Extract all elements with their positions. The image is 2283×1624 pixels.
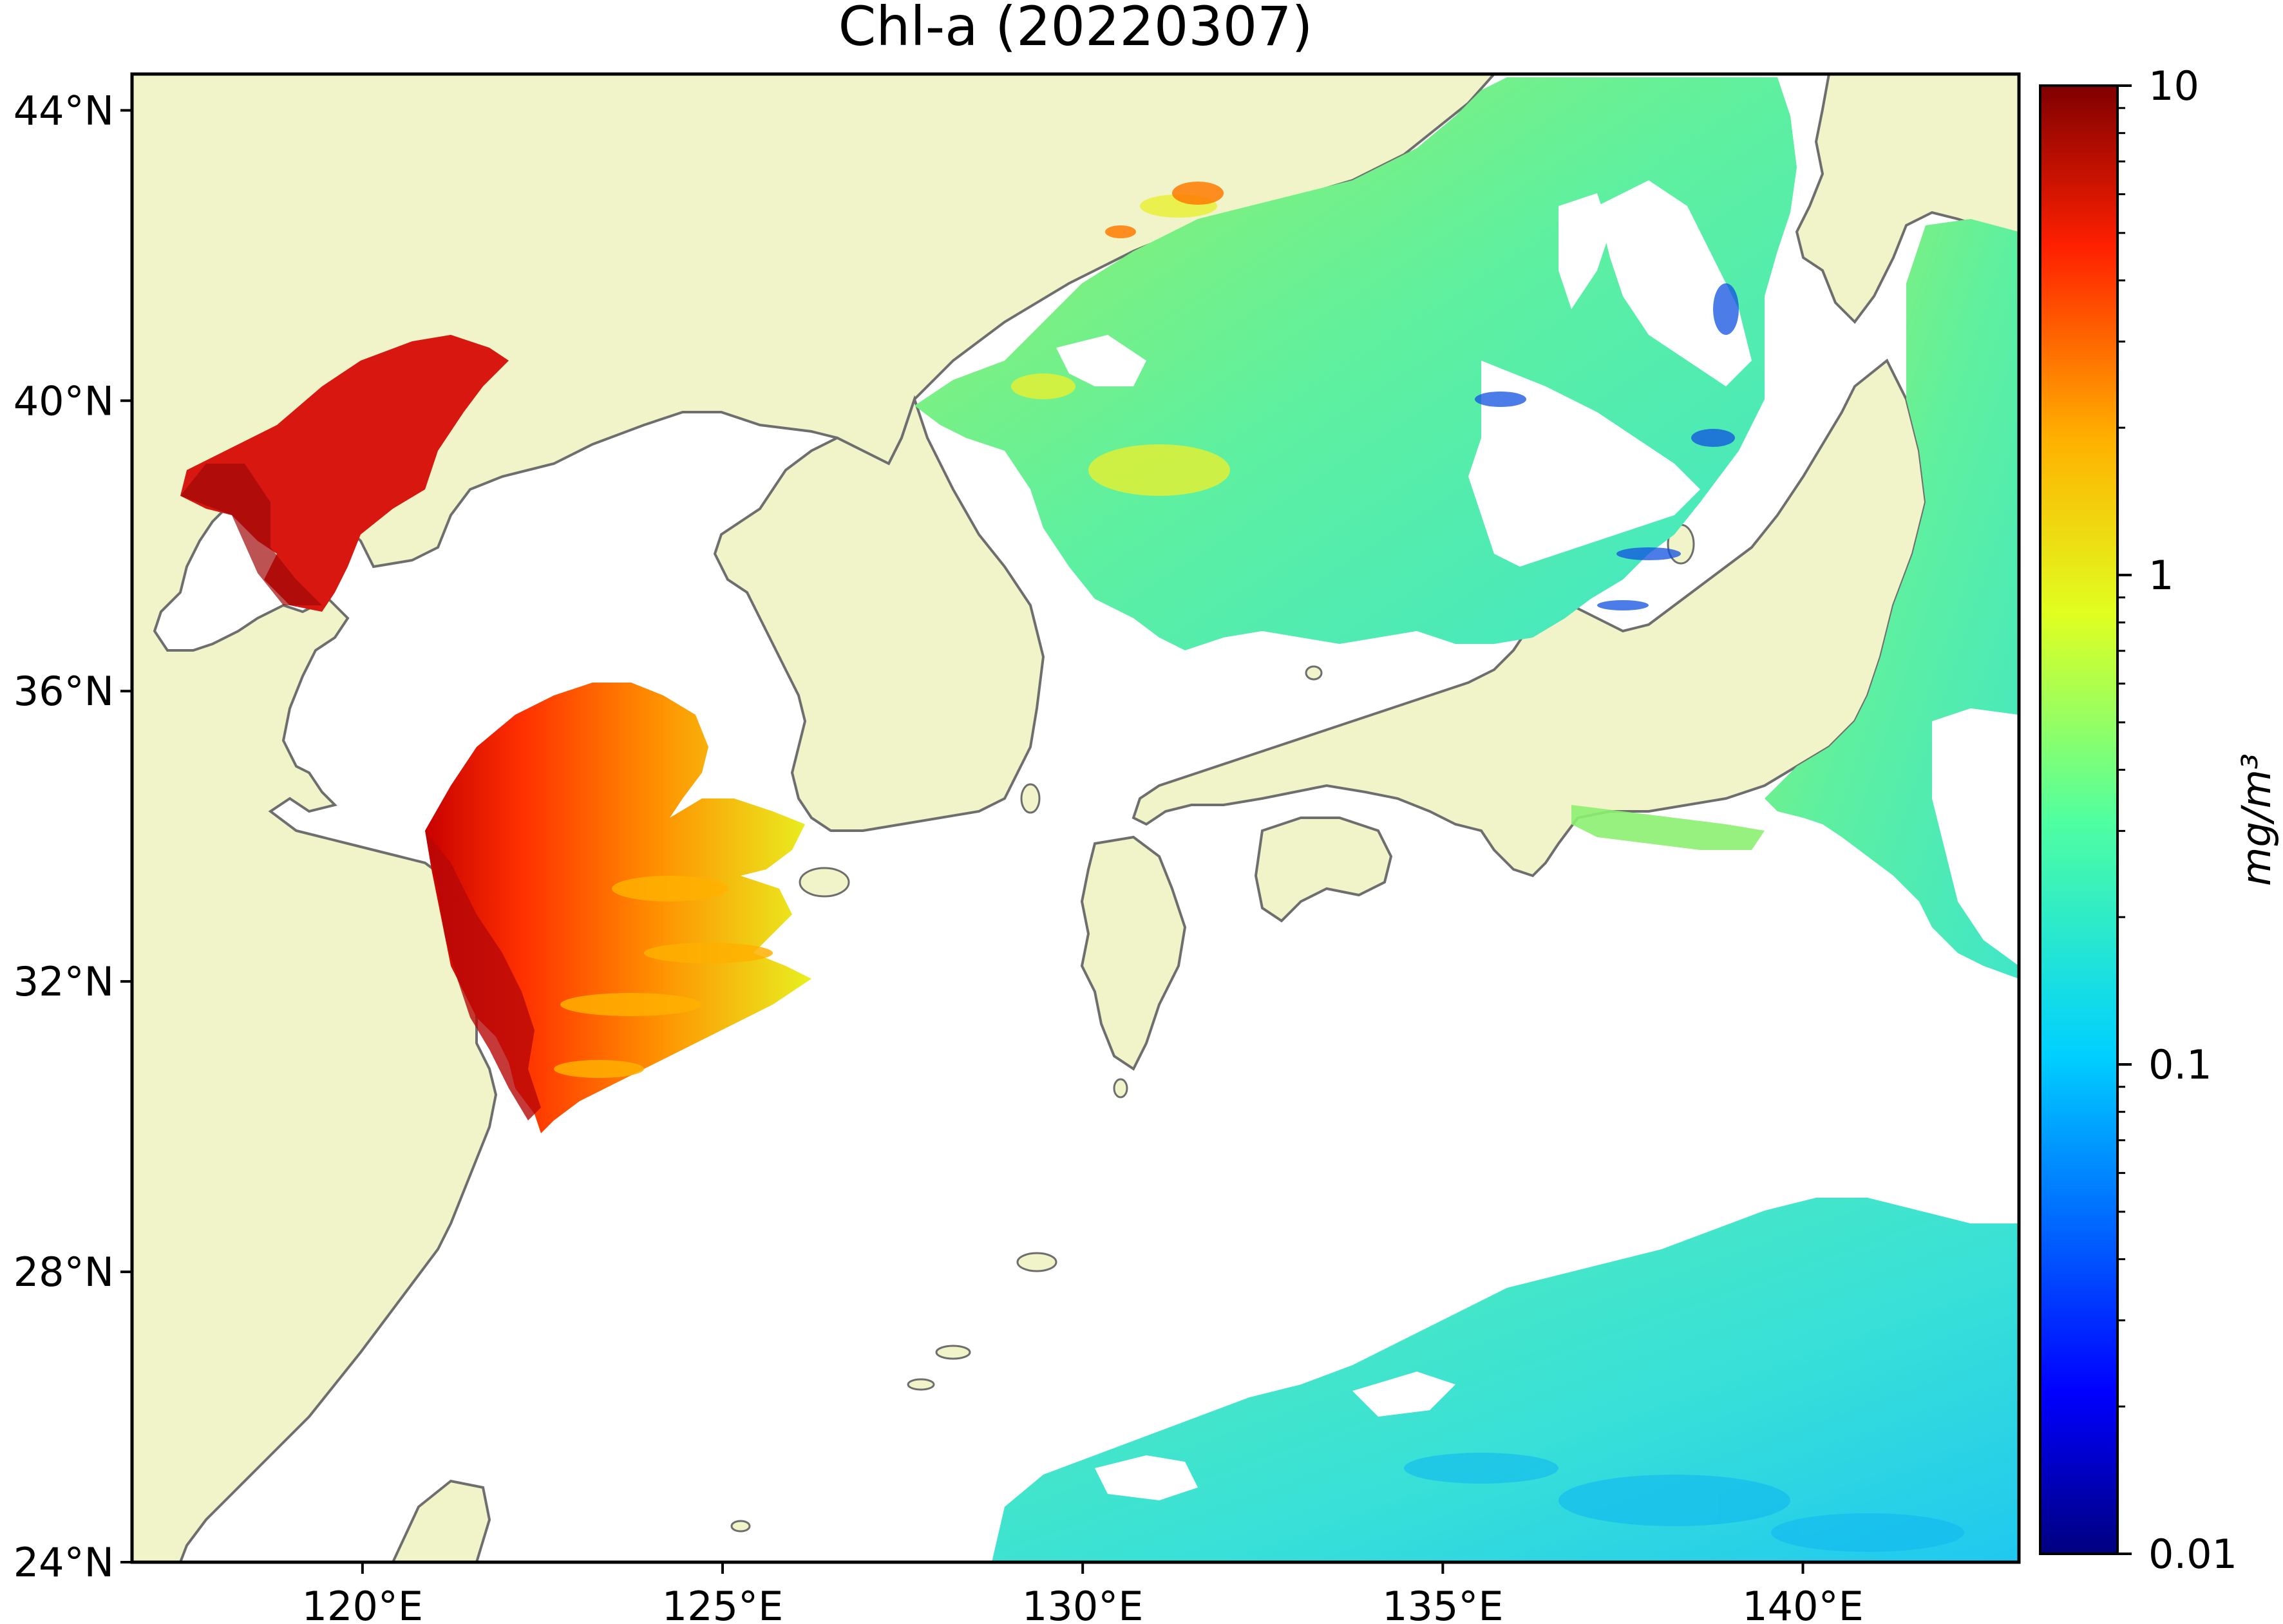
korean-peninsula-land	[713, 395, 1045, 832]
sea-of-japan-cloud-gaps	[1056, 180, 1752, 567]
map-frame	[130, 72, 2021, 1564]
x-axis-ticks: 120°E 125°E 130°E 135°E 140°E	[302, 1562, 1864, 1624]
colorbar-tick-label: 10	[2148, 62, 2199, 109]
x-tick-label: 135°E	[1382, 1583, 1504, 1624]
yangtze-plume-chl	[425, 831, 541, 1120]
y-axis-ticks: 24°N 28°N 32°N 36°N 40°N 44°N	[14, 87, 132, 1586]
x-tick-label: 120°E	[302, 1583, 424, 1624]
northwest-pacific-chl	[992, 1198, 2019, 1562]
sea-of-japan-blue-patches	[1475, 283, 1739, 610]
y-tick-label: 44°N	[14, 87, 114, 134]
map-area	[132, 74, 2019, 1562]
coastal-orange-patches	[1105, 182, 1224, 238]
honshu-land	[1132, 358, 1928, 878]
colorbar-unit-label: mg/m³	[2233, 753, 2280, 886]
x-tick-label: 140°E	[1742, 1583, 1864, 1624]
x-tick-label: 130°E	[1022, 1583, 1144, 1624]
east-china-sea-chl-patches	[554, 876, 773, 1078]
shikoku-land	[1254, 817, 1393, 923]
y-tick-label: 28°N	[14, 1249, 114, 1296]
pacific-coastal-chl	[1571, 805, 1765, 850]
colorbar-tick-label: 0.01	[2148, 1531, 2237, 1578]
y-tick-label: 24°N	[14, 1539, 114, 1586]
pacific-cloud-gaps-east	[1932, 708, 2019, 966]
colorbar-ticks: 10 1 0.1 0.01	[2117, 62, 2237, 1578]
northwest-pacific-blue-patches	[1404, 1453, 1964, 1552]
colorbar-tick-label: 0.1	[2148, 1041, 2212, 1088]
taiwan-land	[391, 1479, 491, 1562]
northwest-pacific-cloud-gaps	[1095, 1372, 1455, 1500]
y-tick-label: 40°N	[14, 377, 114, 424]
y-tick-label: 36°N	[14, 668, 114, 715]
colorbar-tick-label: 1	[2148, 552, 2174, 599]
kyushu-land	[1080, 835, 1187, 1071]
map-title: Chl-a (20220307)	[838, 0, 1313, 58]
colorbar	[2039, 84, 2119, 1555]
x-tick-label: 125°E	[662, 1583, 784, 1624]
bohai-sea-chl-dark	[180, 464, 322, 605]
y-tick-label: 32°N	[14, 958, 114, 1005]
